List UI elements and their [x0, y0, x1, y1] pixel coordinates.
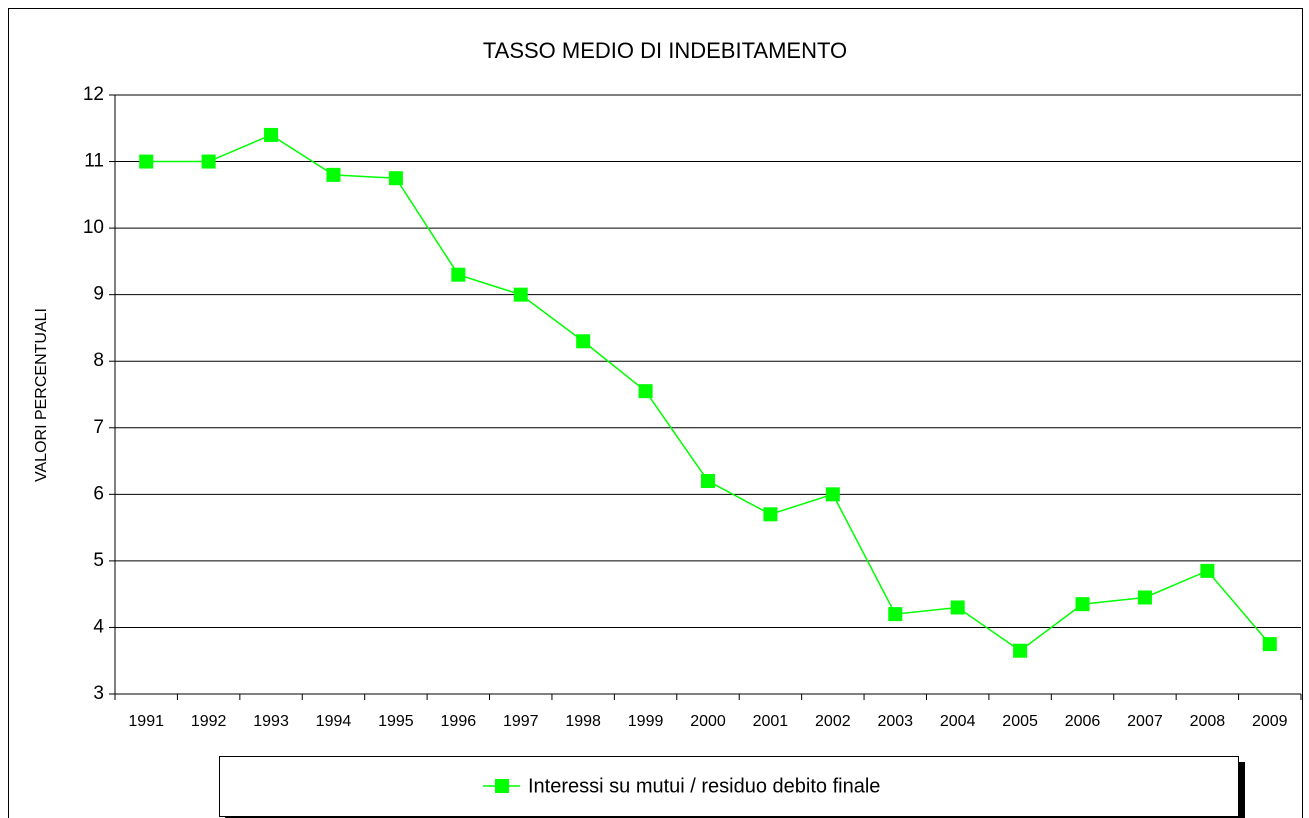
- x-tick-label: 1992: [191, 713, 227, 730]
- y-tick-label: 12: [83, 84, 104, 105]
- data-point: [763, 507, 778, 522]
- x-tick-label: 1995: [378, 713, 414, 730]
- x-tick-label: 2008: [1190, 713, 1226, 730]
- data-point: [1075, 597, 1090, 612]
- x-tick-label: 2002: [815, 713, 851, 730]
- x-tick-label: 2009: [1252, 713, 1288, 730]
- legend-label: Interessi su mutui / residuo debito fina…: [528, 775, 880, 797]
- legend-marker: [495, 779, 509, 793]
- x-tick-label: 2005: [1002, 713, 1038, 730]
- x-tick-label: 2001: [753, 713, 789, 730]
- y-tick-label: 7: [93, 417, 104, 438]
- x-tick-label: 1991: [128, 713, 164, 730]
- y-axis-label: VALORI PERCENTUALI: [33, 308, 50, 482]
- x-tick-label: 2007: [1127, 713, 1163, 730]
- data-point: [388, 171, 403, 186]
- x-tick-label: 1994: [316, 713, 352, 730]
- data-point: [513, 287, 528, 302]
- data-point: [451, 267, 466, 282]
- data-point: [950, 600, 965, 615]
- data-point: [825, 487, 840, 502]
- data-point: [264, 127, 279, 142]
- y-tick-label: 8: [93, 350, 104, 371]
- y-tick-label: 5: [93, 550, 104, 571]
- y-tick-label: 6: [93, 483, 104, 504]
- x-tick-label: 2003: [877, 713, 913, 730]
- data-point: [326, 167, 341, 182]
- data-point: [201, 154, 216, 169]
- data-point: [638, 384, 653, 399]
- x-tick-label: 1999: [628, 713, 664, 730]
- y-tick-label: 3: [93, 683, 104, 704]
- x-tick-label: 1998: [565, 713, 601, 730]
- x-tick-label: 2000: [690, 713, 726, 730]
- data-point: [139, 154, 154, 169]
- x-tick-label: 1997: [503, 713, 539, 730]
- y-tick-label: 9: [93, 284, 104, 305]
- data-point: [701, 474, 715, 489]
- y-tick-label: 10: [83, 217, 104, 238]
- legend-box: [219, 756, 1239, 817]
- y-tick-label: 4: [93, 616, 104, 637]
- data-point: [1200, 563, 1215, 578]
- data-point: [576, 334, 591, 349]
- x-tick-label: 1993: [253, 713, 289, 730]
- x-tick-label: 1996: [441, 713, 477, 730]
- data-point: [1013, 643, 1028, 658]
- chart-title: TASSO MEDIO DI INDEBITAMENTO: [483, 38, 847, 63]
- x-tick-label: 2004: [940, 713, 976, 730]
- data-point: [888, 607, 903, 622]
- data-point: [1262, 637, 1277, 652]
- x-tick-label: 2006: [1065, 713, 1101, 730]
- chart-border: [8, 8, 1303, 818]
- data-point: [1137, 590, 1152, 605]
- y-tick-label: 11: [84, 151, 104, 172]
